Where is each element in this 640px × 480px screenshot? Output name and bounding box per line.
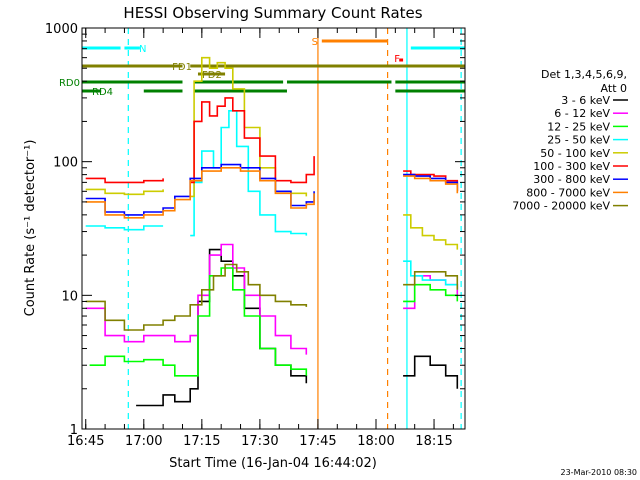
- y-tick-label: 1000: [45, 22, 78, 37]
- legend-entry-label: 800 - 7000 keV: [526, 186, 610, 199]
- x-tick-label: 18:00: [357, 434, 394, 449]
- footer-date: 23-Mar-2010 08:30: [561, 468, 638, 477]
- y-tick-label: 10: [61, 289, 78, 304]
- legend-entry-label: 6 - 12 keV: [554, 107, 610, 120]
- series-line: [89, 267, 459, 377]
- plot-area: [81, 27, 466, 430]
- legend-entry-label: 3 - 6 keV: [561, 94, 610, 107]
- x-tick-label: 17:30: [241, 434, 278, 449]
- series-line: [85, 167, 459, 219]
- y-tick-label: 100: [53, 156, 78, 171]
- y-axis: 1 10 100 1000: [45, 22, 465, 438]
- x-tick-label: 16:45: [67, 434, 104, 449]
- chart-title: HESSI Observing Summary Count Rates: [123, 4, 422, 22]
- flag-label: S: [312, 37, 318, 48]
- series-line: [85, 97, 459, 192]
- flag-label: F: [394, 54, 400, 65]
- flag-label: FD1: [172, 62, 192, 73]
- flag-label: RD0: [59, 78, 80, 89]
- legend-entry-label: 25 - 50 keV: [547, 134, 610, 147]
- x-tick-label: 18:15: [415, 434, 452, 449]
- legend-header-line1: Det 1,3,4,5,6,9,: [541, 68, 627, 81]
- y-tick-label: 1: [70, 423, 78, 438]
- legend-header-line2: Att 0: [601, 82, 627, 95]
- y-axis-label: Count Rate (s⁻¹ detector⁻¹): [23, 140, 38, 317]
- series-line: [85, 263, 459, 331]
- legend-entry-label: 50 - 100 keV: [540, 147, 610, 160]
- legend-entry-label: 300 - 800 keV: [533, 173, 610, 186]
- x-axis-label: Start Time (16-Jan-04 16:44:02): [169, 456, 377, 471]
- x-axis: 16:45 17:00 17:15 17:30 17:45 18:00 18:15: [67, 28, 454, 449]
- series-lines: [85, 56, 459, 407]
- legend-entry-label: 12 - 25 keV: [547, 120, 610, 133]
- plot-frame: [81, 27, 466, 430]
- flag-label: FD2: [202, 70, 222, 81]
- x-tick-label: 17:45: [299, 434, 336, 449]
- flag-label: N: [139, 44, 146, 55]
- legend-entry-label: 100 - 300 keV: [533, 160, 610, 173]
- x-tick-label: 17:15: [183, 434, 220, 449]
- flag-bars: [82, 39, 465, 93]
- x-tick-label: 17:00: [125, 434, 162, 449]
- flag-label: RD4: [92, 87, 113, 98]
- legend-entry-label: 7000 - 20000 keV: [512, 200, 610, 213]
